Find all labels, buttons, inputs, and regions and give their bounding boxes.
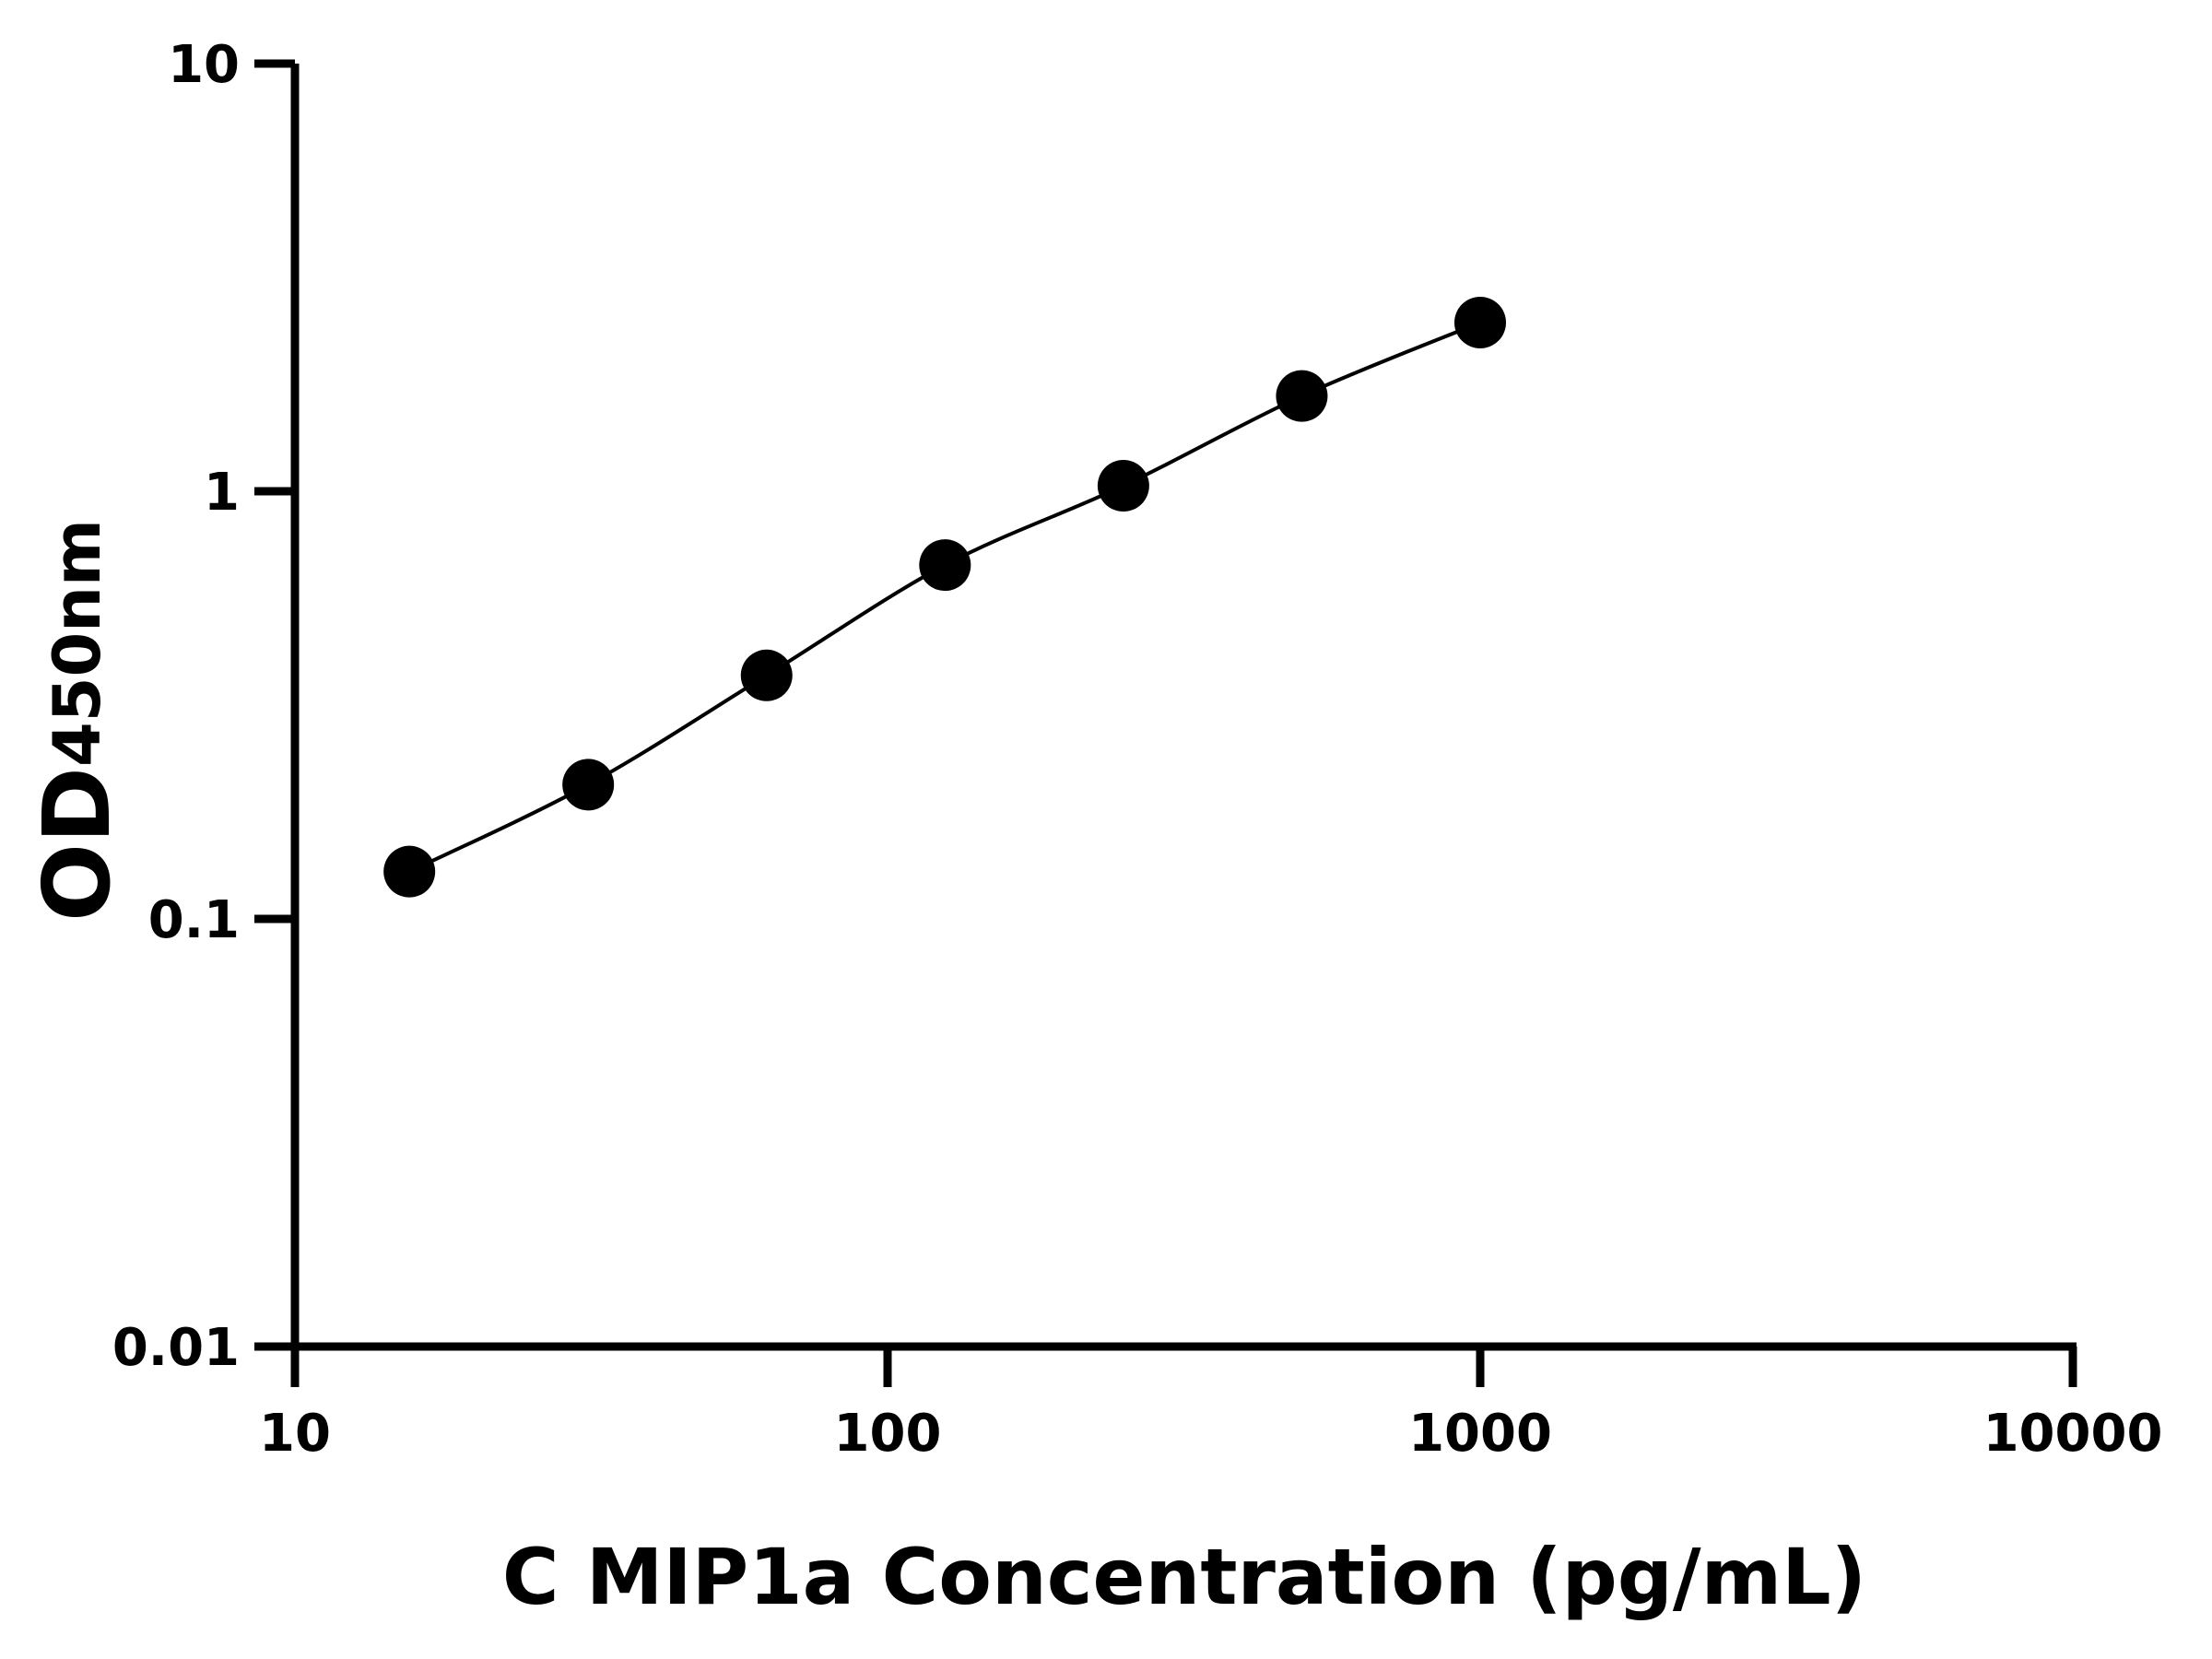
data-point: [562, 759, 615, 811]
x-tick-label: 10000: [1983, 1404, 2163, 1464]
data-point: [1276, 370, 1328, 422]
x-tick-label: 10: [259, 1404, 331, 1464]
x-tick-label: 100: [834, 1404, 942, 1464]
y-tick-label: 10: [168, 35, 240, 95]
data-point: [1454, 296, 1506, 348]
y-axis-label-subscript: 450nm: [40, 519, 115, 767]
x-axis-label: C MIP1a Concentration (pg/mL): [502, 1532, 1866, 1622]
x-tick-label: 1000: [1408, 1404, 1552, 1464]
y-tick-label: 1: [204, 463, 240, 523]
y-axis-label: OD450nm: [23, 519, 131, 922]
data-point: [383, 845, 436, 898]
y-axis-label-main: OD: [23, 767, 131, 922]
y-tick-label: 0.1: [148, 890, 240, 950]
y-tick-label: 0.01: [112, 1318, 240, 1378]
data-point: [740, 649, 793, 701]
data-points: [383, 296, 1506, 898]
data-point: [1097, 460, 1149, 512]
data-point: [919, 539, 971, 592]
axes: 10 100 1000 10000 0.01 0.1 1 10: [112, 35, 2163, 1464]
